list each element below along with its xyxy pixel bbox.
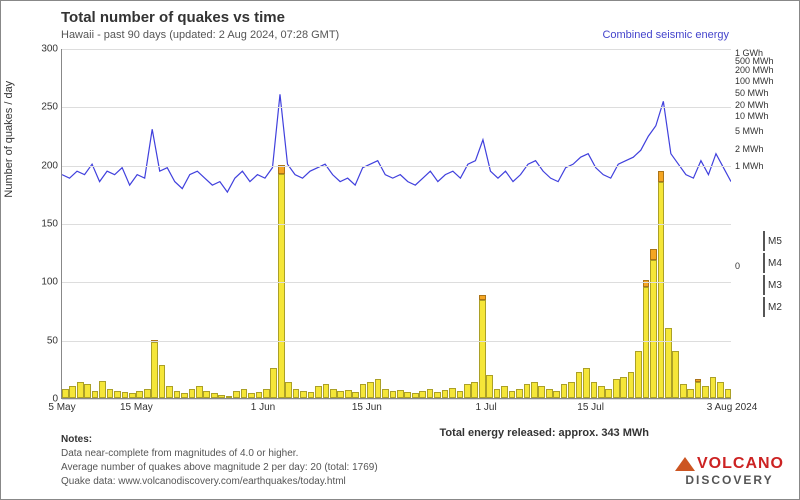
xtick: 3 Aug 2024 xyxy=(707,398,758,413)
xtick: 5 May xyxy=(48,398,75,413)
chart-title: Total number of quakes vs time xyxy=(61,9,285,26)
magnitude-legend: M5M4M3M2 xyxy=(763,231,791,319)
plot-area: 05010015020025030001 MWh2 MWh5 MWh10 MWh… xyxy=(61,49,731,399)
notes-title: Notes: xyxy=(61,433,378,447)
notes-line: Average number of quakes above magnitude… xyxy=(61,461,378,475)
ytick-right: 500 MWh xyxy=(731,56,774,66)
line-legend: Combined seismic energy xyxy=(602,29,729,41)
ytick-right: 1 GWh xyxy=(731,48,763,58)
ytick-right: 1 MWh xyxy=(731,161,764,171)
notes-line: Quake data: www.volcanodiscovery.com/ear… xyxy=(61,475,378,489)
notes-block: Notes: Data near-complete from magnitude… xyxy=(61,433,378,489)
ytick-right: 50 MWh xyxy=(731,88,769,98)
mag-legend-item: M5 xyxy=(763,231,775,251)
mag-legend-item: M3 xyxy=(763,275,775,295)
ytick-right: 10 MWh xyxy=(731,111,769,121)
xtick: 15 Jun xyxy=(352,398,382,413)
logo-text-2: DISCOVERY xyxy=(675,473,784,487)
ytick-left: 150 xyxy=(41,219,62,230)
mag-legend-item: M4 xyxy=(763,253,775,273)
ytick-right: 20 MWh xyxy=(731,100,769,110)
energy-total: Total energy released: approx. 343 MWh xyxy=(440,427,649,439)
ytick-left: 250 xyxy=(41,102,62,113)
ytick-right: 0 xyxy=(731,261,740,271)
chart-subtitle: Hawaii - past 90 days (updated: 2 Aug 20… xyxy=(61,29,339,41)
xtick: 1 Jun xyxy=(251,398,275,413)
xtick: 1 Jul xyxy=(476,398,497,413)
xtick: 15 May xyxy=(120,398,153,413)
volcano-icon xyxy=(675,457,695,471)
logo: VOLCANO DISCOVERY xyxy=(675,455,784,487)
ytick-right: 100 MWh xyxy=(731,76,774,86)
xtick: 15 Jul xyxy=(577,398,604,413)
ytick-left: 300 xyxy=(41,44,62,55)
logo-text-1: VOLCANO xyxy=(697,455,784,472)
ytick-right: 200 MWh xyxy=(731,65,774,75)
ytick-left: 200 xyxy=(41,160,62,171)
notes-line: Data near-complete from magnitudes of 4.… xyxy=(61,447,378,461)
chart-container: Total number of quakes vs time Hawaii - … xyxy=(0,0,800,500)
ytick-left: 50 xyxy=(47,335,62,346)
ytick-right: 5 MWh xyxy=(731,126,764,136)
mag-legend-item: M2 xyxy=(763,297,775,317)
ytick-left: 100 xyxy=(41,277,62,288)
ytick-right: 2 MWh xyxy=(731,144,764,154)
y-axis-left-label: Number of quakes / day xyxy=(3,81,15,198)
